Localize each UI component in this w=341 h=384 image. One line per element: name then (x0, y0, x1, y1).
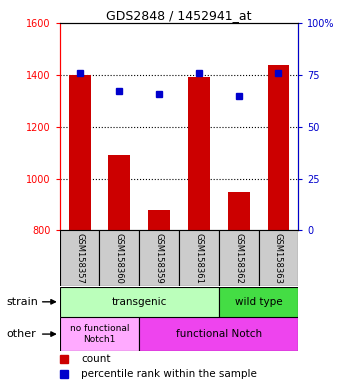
Text: no functional
Notch1: no functional Notch1 (70, 324, 129, 344)
Bar (228, 192, 250, 230)
Bar (60, 317, 139, 351)
Text: functional Notch: functional Notch (176, 329, 262, 339)
Text: other: other (7, 329, 36, 339)
Text: transgenic: transgenic (112, 297, 167, 307)
Text: GSM158357: GSM158357 (75, 233, 84, 284)
Text: GSM158359: GSM158359 (154, 233, 164, 284)
Bar (139, 230, 179, 286)
Text: wild type: wild type (235, 297, 282, 307)
Bar (69, 75, 90, 230)
Text: percentile rank within the sample: percentile rank within the sample (81, 369, 257, 379)
Bar (188, 78, 210, 230)
Text: strain: strain (7, 297, 39, 307)
Bar (219, 230, 258, 286)
Text: GSM158363: GSM158363 (274, 233, 283, 284)
Bar (60, 230, 100, 286)
Bar (268, 65, 290, 230)
Bar (108, 155, 130, 230)
Text: GSM158361: GSM158361 (194, 233, 204, 284)
Bar (100, 230, 139, 286)
Bar (219, 287, 298, 317)
Bar (258, 230, 298, 286)
Text: GSM158362: GSM158362 (234, 233, 243, 284)
Bar (179, 230, 219, 286)
Bar (139, 317, 298, 351)
Bar (60, 287, 219, 317)
Text: GSM158360: GSM158360 (115, 233, 124, 284)
Title: GDS2848 / 1452941_at: GDS2848 / 1452941_at (106, 9, 252, 22)
Text: count: count (81, 354, 111, 364)
Bar (148, 210, 170, 230)
